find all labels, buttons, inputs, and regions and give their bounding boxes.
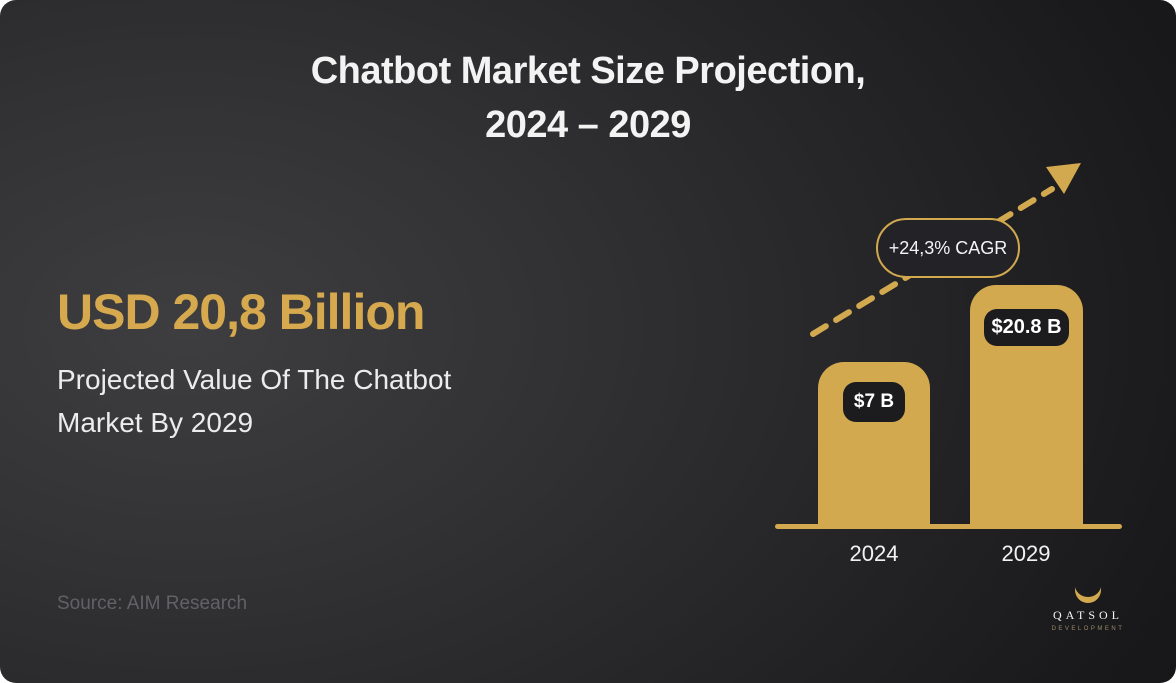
crescent-moon-icon [1075,577,1101,603]
page-title: Chatbot Market Size Projection, 2024 – 2… [0,44,1176,152]
brand-subtitle: DEVELOPMENT [1051,626,1125,632]
cagr-badge: +24,3% CAGR [876,218,1020,278]
headline-value: USD 20,8 Billion [57,284,425,340]
headline-description: Projected Value Of The Chatbot Market By… [57,364,452,438]
source-note: Source: AIM Research [57,593,248,614]
brand-name: QATSOL [1052,608,1123,622]
x-axis-line [775,524,1122,529]
x-tick-2024: 2024 [849,541,899,566]
trend-arrowhead-icon [1046,163,1081,194]
title-line-1: Chatbot Market Size Projection, [310,50,866,92]
title-line-2: 2024 – 2029 [485,104,691,146]
value-label-2029: $20.8 B [984,309,1069,346]
brand-logo: QATSOL DEVELOPMENT [1038,577,1138,632]
value-label-2024: $7 B [843,382,905,422]
x-tick-2029: 2029 [1001,541,1051,566]
